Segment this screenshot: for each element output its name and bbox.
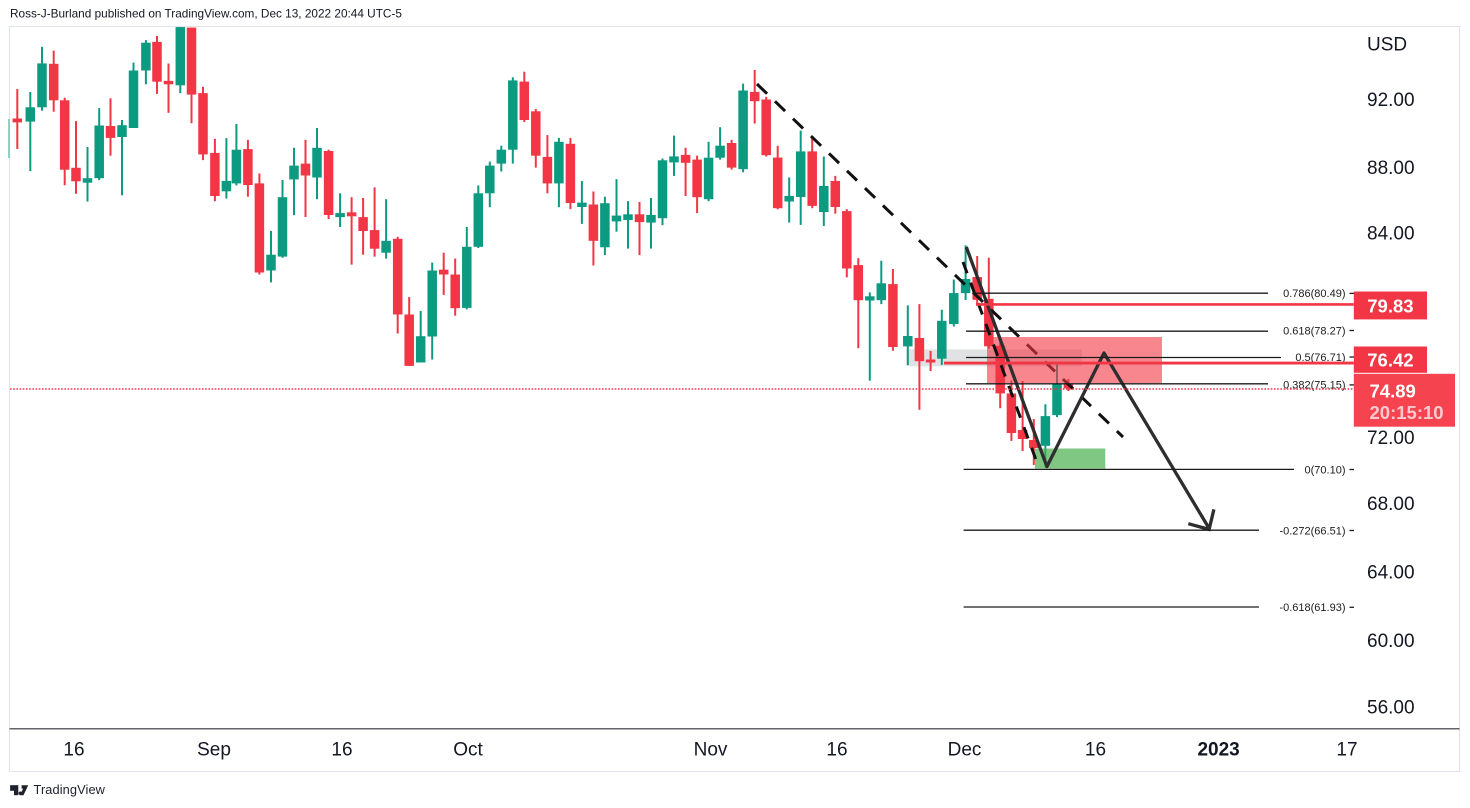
svg-text:Oct: Oct: [453, 740, 483, 761]
svg-text:16: 16: [331, 740, 352, 761]
svg-text:60.00: 60.00: [1367, 631, 1415, 652]
svg-text:72.00: 72.00: [1367, 428, 1415, 449]
svg-text:-0.272(66.51): -0.272(66.51): [1279, 525, 1345, 537]
svg-text:20:15:10: 20:15:10: [1370, 402, 1444, 423]
svg-text:2023: 2023: [1197, 740, 1239, 761]
svg-text:Sep: Sep: [197, 740, 231, 761]
svg-text:16: 16: [1085, 740, 1106, 761]
svg-text:TradingView: TradingView: [34, 782, 106, 797]
svg-text:-0.618(61.93): -0.618(61.93): [1279, 602, 1345, 614]
svg-text:79.83: 79.83: [1367, 296, 1413, 317]
svg-text:16: 16: [826, 740, 847, 761]
svg-text:Ross-J-Burland published on Tr: Ross-J-Burland published on TradingView.…: [10, 7, 402, 21]
svg-text:USD: USD: [1367, 35, 1407, 56]
svg-text:0(70.10): 0(70.10): [1305, 464, 1346, 476]
svg-text:0.382(75.15): 0.382(75.15): [1283, 380, 1345, 392]
svg-text:56.00: 56.00: [1367, 698, 1415, 719]
svg-text:Nov: Nov: [694, 740, 728, 761]
svg-text:84.00: 84.00: [1367, 224, 1415, 245]
svg-text:68.00: 68.00: [1367, 494, 1415, 515]
svg-text:16: 16: [63, 740, 84, 761]
svg-text:74.89: 74.89: [1370, 381, 1416, 402]
svg-text:76.42: 76.42: [1367, 350, 1413, 371]
svg-text:88.00: 88.00: [1367, 158, 1415, 179]
svg-text:92.00: 92.00: [1367, 90, 1415, 111]
svg-text:17: 17: [1336, 740, 1357, 761]
svg-text:0.618(78.27): 0.618(78.27): [1283, 325, 1345, 337]
svg-text:0.786(80.49): 0.786(80.49): [1283, 288, 1345, 300]
svg-text:Dec: Dec: [948, 740, 982, 761]
svg-text:64.00: 64.00: [1367, 563, 1415, 584]
svg-text:0.5(76.71): 0.5(76.71): [1295, 352, 1345, 364]
